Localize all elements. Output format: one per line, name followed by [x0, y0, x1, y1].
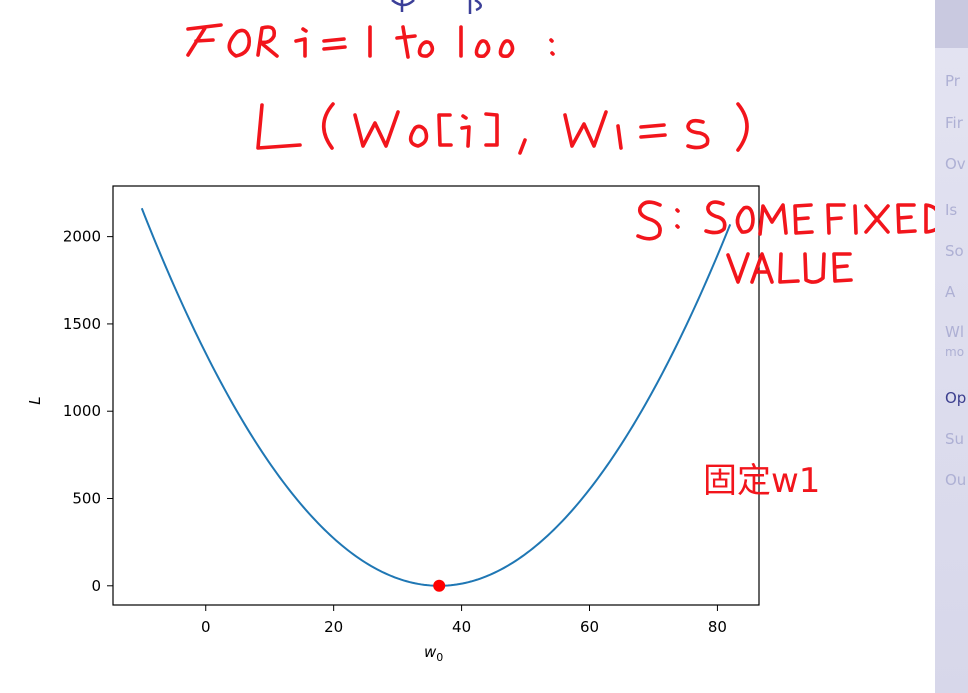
sidebar-item-5[interactable]: A	[945, 283, 956, 301]
x-axis-ticks: 0 20 40 60 80	[201, 605, 727, 636]
plot-frame	[112, 185, 760, 606]
y-tick-label: 500	[72, 490, 101, 508]
sidebar-header-block	[935, 0, 968, 48]
x-tick-label: 40	[452, 618, 471, 636]
slide: 0 500 1000 1500 2000 0 20 40 60 80 w0 L	[26, 0, 935, 664]
sidebar-item-9[interactable]: Su	[945, 430, 965, 448]
y-axis-ticks: 0 500 1000 1500 2000	[63, 228, 113, 595]
sidebar-item-10[interactable]: Ou	[945, 471, 967, 489]
y-tick-label: 1500	[63, 315, 101, 333]
loss-chart: 0 500 1000 1500 2000 0 20 40 60 80 w0 L	[26, 185, 760, 664]
sidebar-item-4[interactable]: So	[945, 242, 964, 260]
x-tick-label: 80	[708, 618, 727, 636]
minimum-point	[433, 579, 446, 592]
sidebar-item-0[interactable]: Pr	[945, 72, 960, 90]
sidebar-item-2[interactable]: Ov	[945, 155, 966, 173]
handwritten-loss-expression	[256, 102, 749, 155]
loss-curve	[140, 207, 732, 587]
y-tick-label: 1000	[63, 402, 101, 420]
x-tick-label: 60	[580, 618, 599, 636]
sidebar-item-1[interactable]: Fir	[945, 114, 963, 132]
y-tick-label: 0	[91, 577, 101, 595]
sidebar-navigation: Pr Fir Ov Is So A Wl mo Op Su Ou	[935, 0, 968, 693]
plot-border	[112, 185, 760, 606]
sidebar-item-7[interactable]: mo	[945, 345, 965, 359]
sidebar-item-6[interactable]: Wl	[945, 323, 964, 341]
y-axis-label: L	[26, 396, 44, 404]
sidebar-item-8[interactable]: Op	[945, 389, 967, 407]
x-tick-label: 20	[324, 618, 343, 636]
y-tick-label: 2000	[63, 228, 101, 246]
handwritten-for-loop	[186, 23, 555, 59]
sidebar-item-3[interactable]: Is	[945, 201, 958, 219]
x-tick-label: 0	[201, 618, 211, 636]
title-fragment	[391, 0, 482, 14]
x-axis-label: w0	[424, 643, 443, 664]
